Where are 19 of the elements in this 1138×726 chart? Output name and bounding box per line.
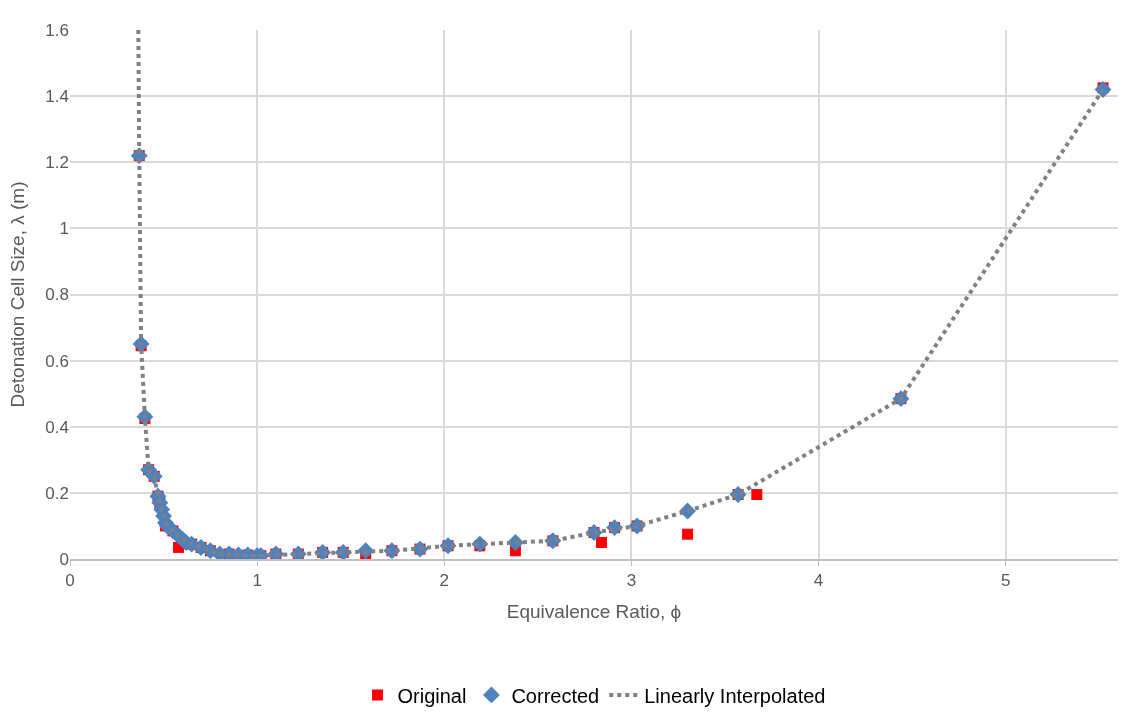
y-tick-label: 1 bbox=[59, 219, 69, 239]
y-tick-label: 1.2 bbox=[45, 153, 69, 173]
x-tick-label: 4 bbox=[813, 571, 824, 591]
x-tick-label: 5 bbox=[1000, 571, 1011, 591]
x-axis-title: Equivalence Ratio, ϕ bbox=[506, 600, 682, 622]
x-tick-label: 3 bbox=[626, 571, 637, 591]
y-tick-label: 0.8 bbox=[45, 285, 69, 305]
legend-label: Original bbox=[397, 684, 467, 707]
legend-label: Corrected bbox=[511, 684, 600, 707]
y-tick-label: 0 bbox=[59, 549, 69, 569]
y-tick-label: 0.6 bbox=[45, 351, 69, 371]
y-tick-label: 0.2 bbox=[45, 483, 69, 503]
x-tick-label: 2 bbox=[439, 571, 450, 591]
x-tick-label: 1 bbox=[252, 571, 262, 591]
y-axis-title: Detonation Cell Size, λ (m) bbox=[7, 181, 29, 408]
y-tick-label: 1.6 bbox=[45, 20, 69, 40]
y-tick-label: 1.4 bbox=[45, 87, 69, 107]
y-tick-label: 0.4 bbox=[45, 417, 69, 437]
legend-label: Linearly Interpolated bbox=[644, 684, 826, 707]
